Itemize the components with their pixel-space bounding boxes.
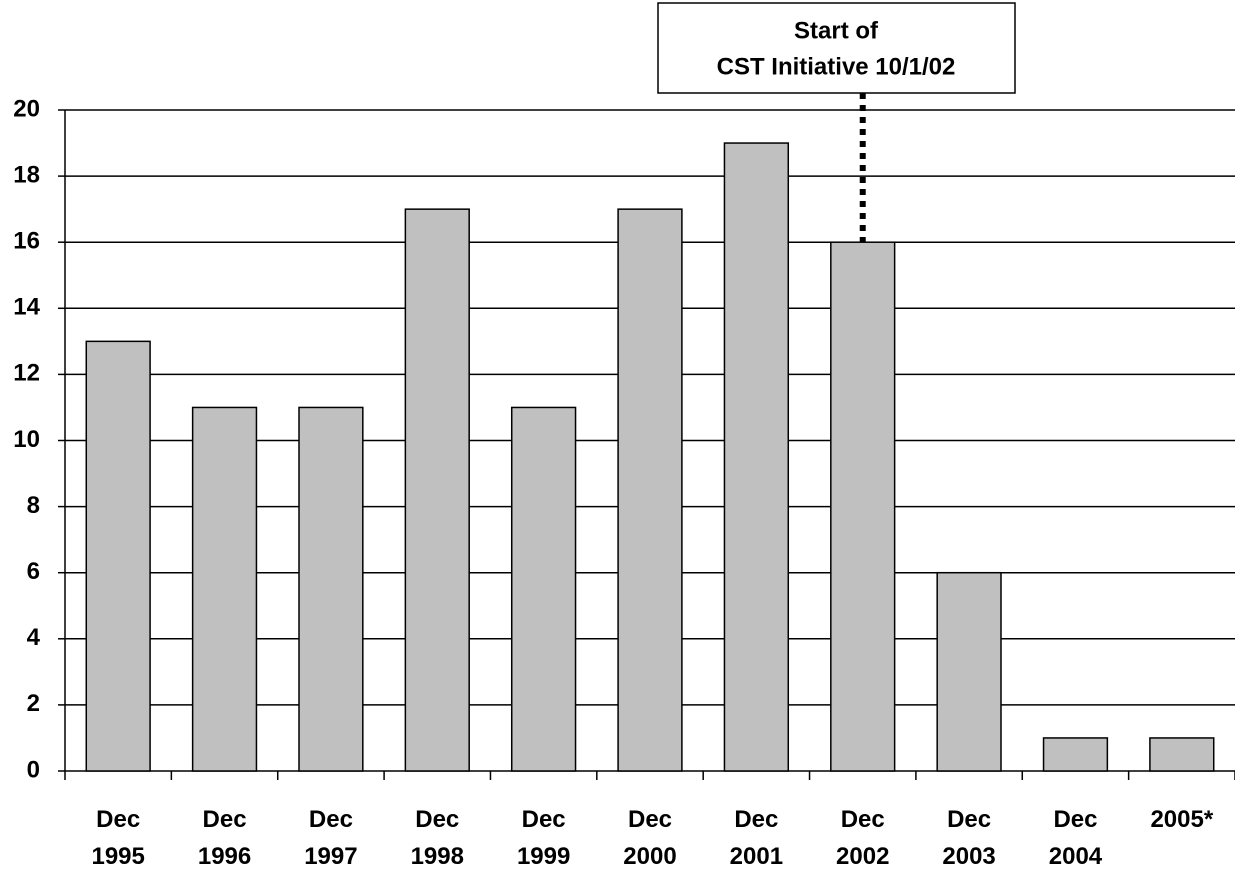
y-tick-label: 2: [27, 690, 40, 717]
x-tick-label: Dec 1998: [411, 806, 464, 870]
y-tick-label: 16: [13, 228, 40, 255]
x-tick-label: Dec 2000: [623, 806, 676, 870]
bar: [936, 571, 1002, 772]
x-tick-label: Dec 2004: [1049, 806, 1103, 870]
bar: [617, 208, 683, 772]
x-tick-label: Dec 2003: [942, 806, 995, 870]
bar: [404, 208, 470, 772]
y-tick-label: 4: [27, 624, 41, 651]
x-tick-label: Dec 1995: [91, 806, 144, 870]
y-tick-label: 18: [13, 161, 40, 188]
y-tick-label: 20: [13, 95, 40, 122]
x-tick-label: Dec 2001: [730, 806, 783, 870]
bar: [830, 241, 896, 772]
bar: [298, 406, 364, 772]
bar: [1149, 737, 1215, 772]
y-tick-label: 8: [27, 492, 40, 519]
y-tick-label: 6: [27, 558, 40, 585]
bar: [1042, 737, 1109, 772]
x-tick-label: Dec 2002: [836, 806, 889, 870]
bar: [723, 142, 790, 772]
x-tick-label: 2005*: [1150, 806, 1213, 833]
bar: [191, 406, 258, 772]
x-tick-label: Dec 1997: [304, 806, 357, 870]
y-tick-label: 10: [13, 426, 40, 453]
y-tick-label: 0: [27, 756, 40, 783]
annotation-line: CST Initiative 10/1/02: [717, 53, 956, 80]
annotation-line: Start of: [794, 17, 879, 44]
y-tick-label: 14: [13, 294, 40, 321]
y-tick-label: 12: [13, 360, 40, 387]
bar: [85, 340, 151, 772]
x-tick-label: Dec 1996: [198, 806, 251, 870]
x-tick-label: Dec 1999: [517, 806, 570, 870]
annotation-box: [657, 2, 1016, 94]
bar: [510, 406, 577, 772]
